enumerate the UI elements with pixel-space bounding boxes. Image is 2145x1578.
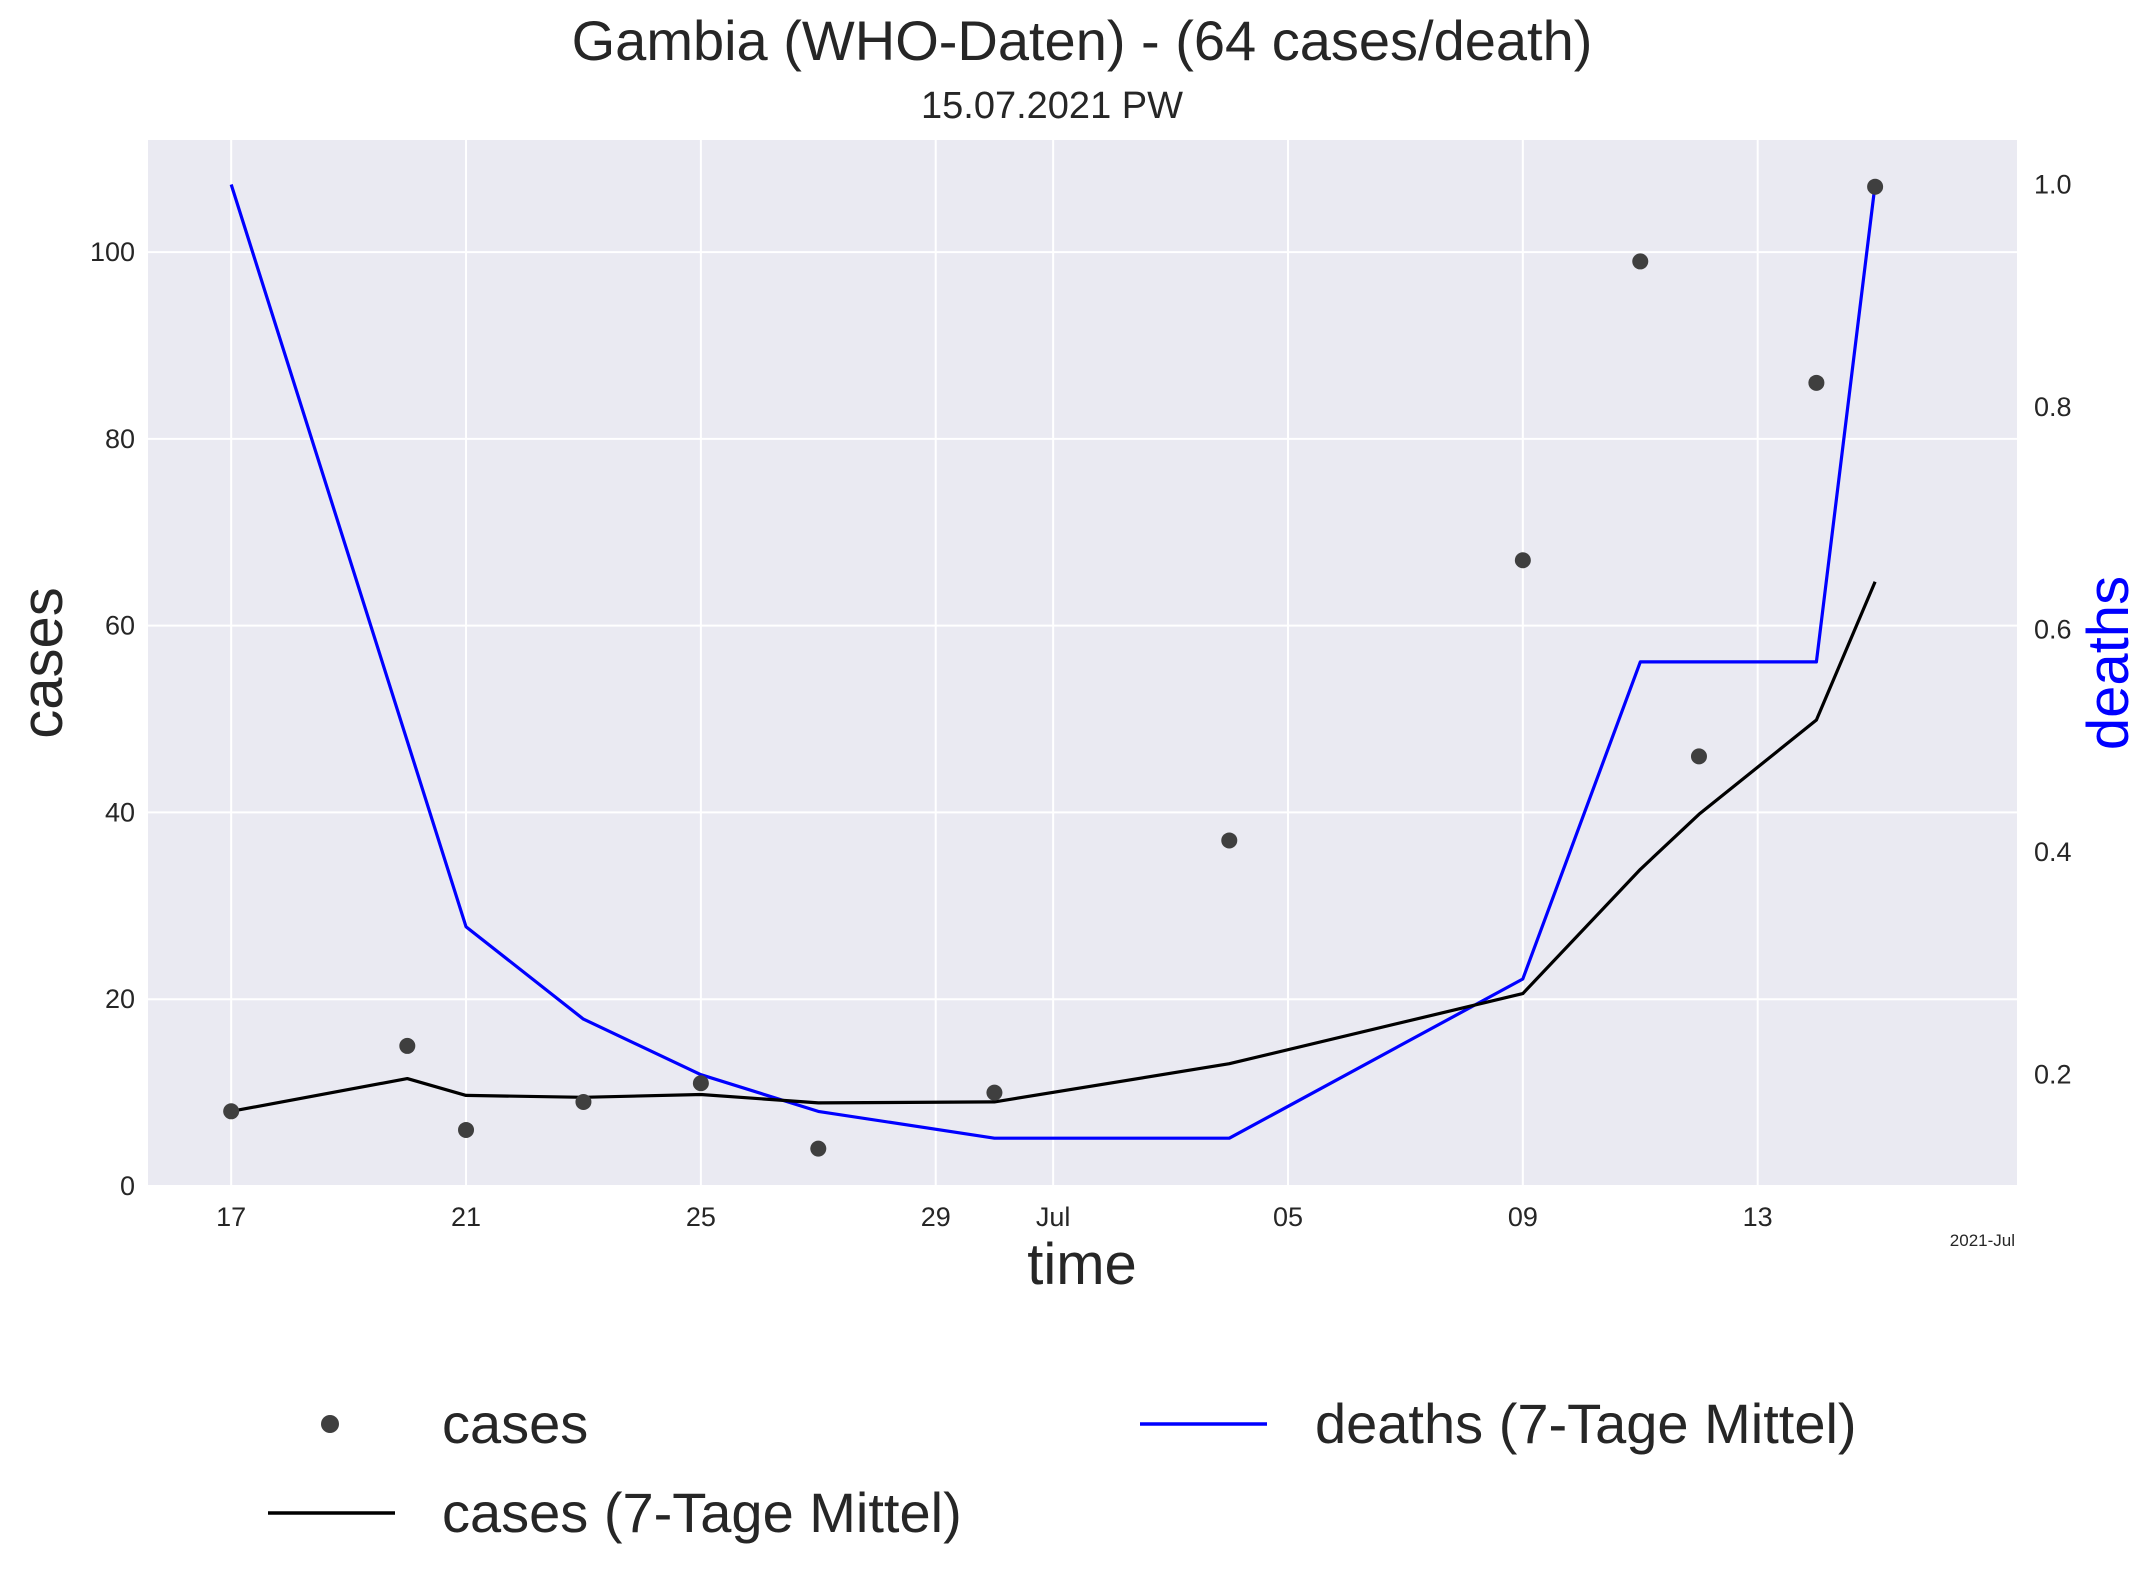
legend-label-deaths-avg: deaths (7-Tage Mittel) (1315, 1392, 1857, 1455)
legend-label-cases: cases (442, 1392, 588, 1455)
grid (148, 140, 2017, 1187)
legend-marker-cases (321, 1415, 339, 1433)
y-tick-labels: 0 20 40 60 80 100 (90, 237, 135, 1201)
series-layer (223, 178, 1884, 1157)
x-tick-label: 25 (686, 1202, 716, 1232)
data-point-cases (1690, 748, 1707, 765)
data-point-cases (1221, 832, 1238, 849)
data-point-cases (986, 1084, 1003, 1101)
legend: cases cases (7-Tage Mittel) deaths (7-Ta… (268, 1392, 1857, 1544)
y-right-axis-label: deaths (2076, 576, 2141, 750)
x-tick-label: 13 (1743, 1202, 1773, 1232)
series-line-deaths-7-tage-mittel (229, 184, 1877, 1140)
data-point-cases (1514, 552, 1531, 569)
x-offset-label: 2021-Jul (1950, 1231, 2015, 1250)
x-tick-label: 29 (921, 1202, 951, 1232)
data-point-cases (810, 1140, 827, 1157)
y-tick-label: 0 (120, 1171, 135, 1201)
data-point-cases (1808, 374, 1825, 391)
x-tick-label: 09 (1508, 1202, 1538, 1232)
x-axis-label: time (1027, 1232, 1137, 1297)
data-point-cases (1632, 253, 1649, 270)
data-point-cases (458, 1121, 475, 1138)
y-axis-label: cases (10, 587, 75, 739)
y-tick-label: 20 (105, 984, 135, 1014)
y-tick-label: 40 (105, 797, 135, 827)
x-tick-labels: 17 21 25 29 Jul 05 09 13 (216, 1202, 1773, 1232)
chart-title: Gambia (WHO-Daten) - (64 cases/death) (572, 9, 1593, 72)
chart-subtitle: 15.07.2021 PW (921, 85, 1183, 127)
y-tick-label: 60 (105, 611, 135, 641)
y-right-tick-label: 1.0 (2034, 170, 2072, 200)
legend-label-cases-avg: cases (7-Tage Mittel) (442, 1481, 962, 1544)
data-point-cases (399, 1037, 416, 1054)
y-right-tick-label: 0.4 (2034, 837, 2072, 867)
data-point-cases (692, 1075, 709, 1092)
data-point-cases (575, 1093, 592, 1110)
y-right-tick-label: 0.6 (2034, 615, 2072, 645)
x-tick-label: Jul (1036, 1202, 1071, 1232)
x-tick-label: 17 (216, 1202, 246, 1232)
x-tick-label: 21 (451, 1202, 481, 1232)
y-right-tick-label: 0.8 (2034, 392, 2072, 422)
x-tick-label: 05 (1273, 1202, 1303, 1232)
series-line-cases-7-tage-mittel (230, 581, 1877, 1113)
data-point-cases (223, 1103, 240, 1120)
y-tick-label: 80 (105, 424, 135, 454)
data-point-cases (1867, 178, 1884, 195)
y-right-tick-label: 0.2 (2034, 1060, 2072, 1090)
y-right-tick-labels: 0.2 0.4 0.6 0.8 1.0 (2034, 170, 2072, 1090)
y-tick-label: 100 (90, 237, 135, 267)
